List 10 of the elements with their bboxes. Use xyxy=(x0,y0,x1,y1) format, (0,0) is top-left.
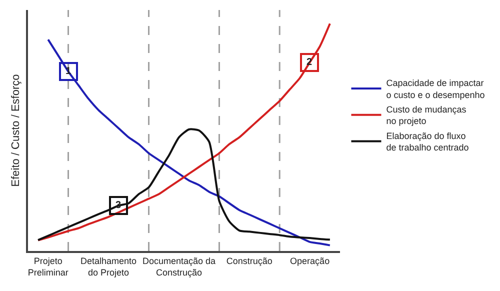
x-tick-label: Detalhamento do Projeto xyxy=(80,256,137,278)
annotation: 1 xyxy=(66,66,72,77)
legend-label: Custo de mudanças no projeto xyxy=(386,104,467,126)
x-tick-label: Construção xyxy=(226,256,272,266)
x-tick-label: Projeto Preliminar xyxy=(28,256,68,278)
x-tick-label: Operação xyxy=(290,256,330,266)
legend-label: Elaboração do fluxo de trabalho centrado xyxy=(386,130,469,153)
x-tick-label: Documentação da Construção xyxy=(142,256,216,278)
legend-label: Capacidade de impactar o custo e o desempenho xyxy=(386,78,485,100)
y-axis-title: Efeito / Custo / Esforço xyxy=(10,74,22,187)
